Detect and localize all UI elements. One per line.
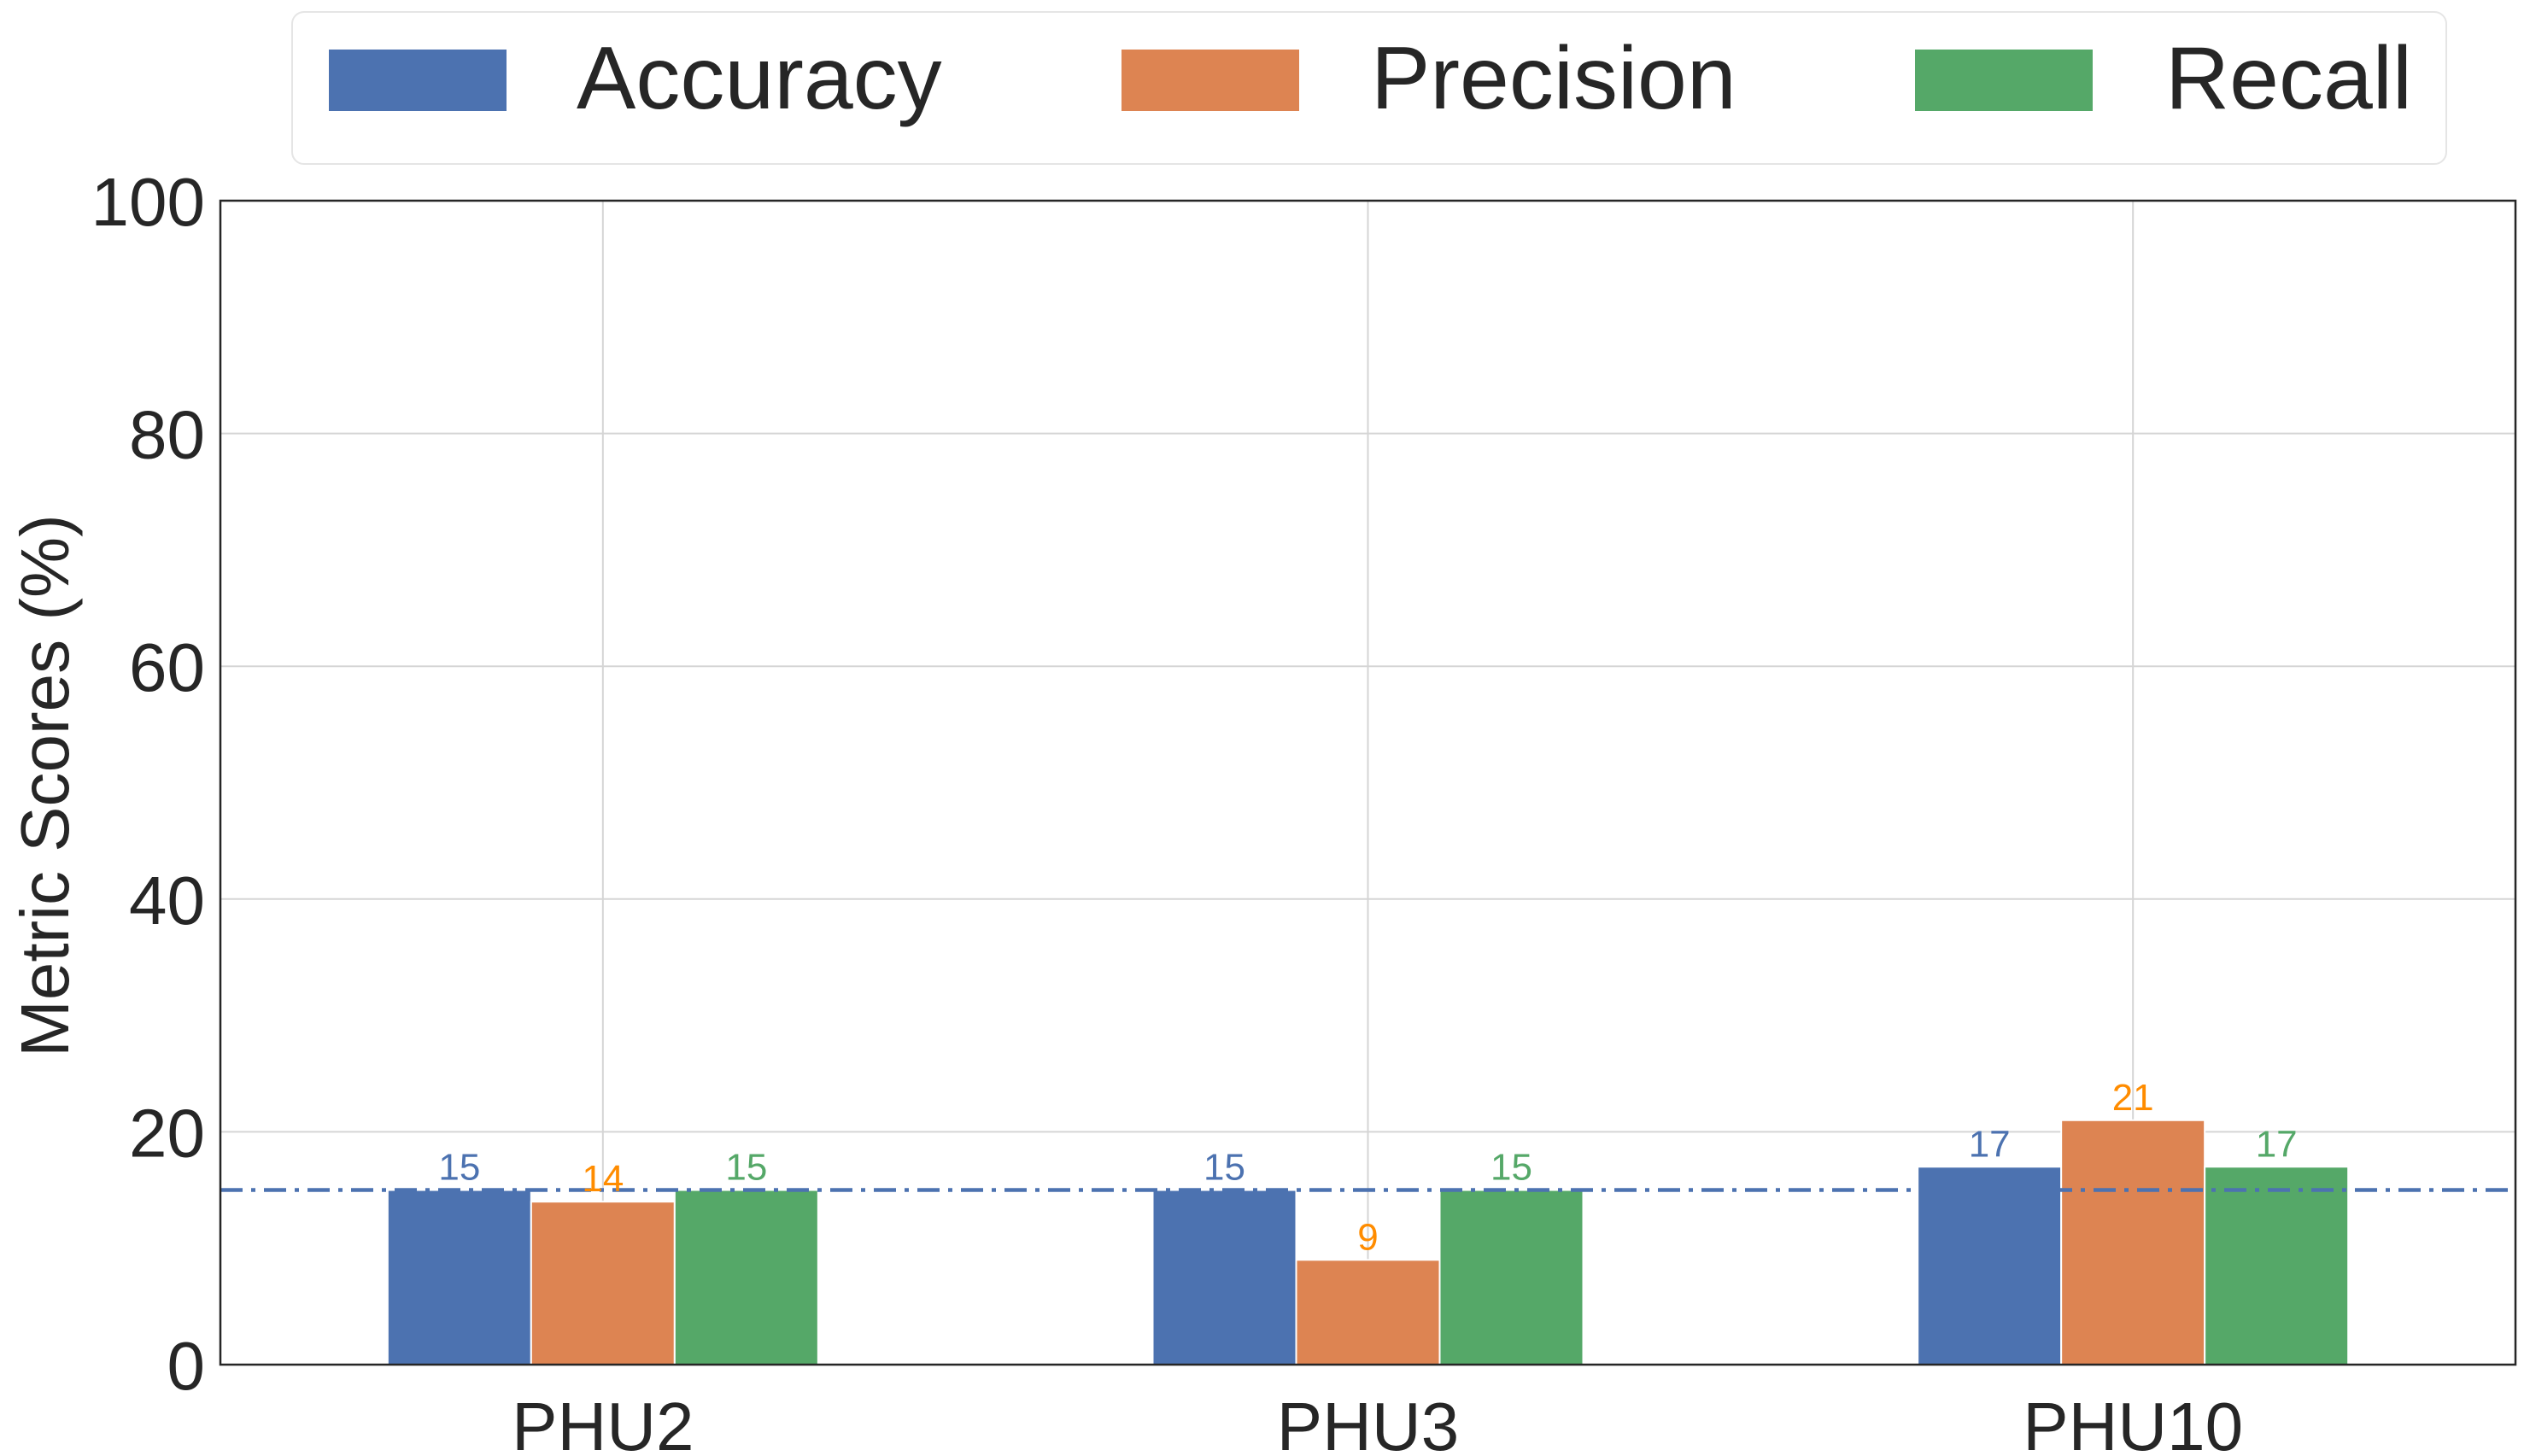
legend: Accuracy Precision Recall <box>291 11 2447 165</box>
y-tick-label: 100 <box>91 164 205 240</box>
bar-precision-phu2 <box>530 1201 676 1366</box>
bar-value-label: 15 <box>438 1147 480 1189</box>
y-tick-label: 80 <box>129 397 205 473</box>
bar-value-label: 15 <box>725 1147 767 1189</box>
legend-swatch-precision <box>1122 50 1299 111</box>
x-tick-label: PHU2 <box>512 1389 694 1456</box>
bar-accuracy-phu2 <box>386 1189 532 1366</box>
bar-recall-phu3 <box>1438 1189 1584 1366</box>
y-tick-label: 40 <box>129 862 205 939</box>
bar-recall-phu2 <box>673 1189 819 1366</box>
bar-value-label: 21 <box>2112 1077 2154 1119</box>
legend-label-recall: Recall <box>2165 29 2412 128</box>
x-tick-label: PHU3 <box>1277 1389 1459 1456</box>
bar-value-label: 15 <box>1204 1147 1245 1189</box>
x-axis-ticks: PHU2 PHU3 PHU10 <box>512 1389 2243 1456</box>
y-axis-label: Metric Scores (%) <box>7 514 83 1057</box>
legend-swatch-accuracy <box>329 50 507 111</box>
x-tick-label: PHU10 <box>2023 1389 2243 1456</box>
y-tick-label: 20 <box>129 1095 205 1171</box>
legend-label-accuracy: Accuracy <box>577 29 942 128</box>
legend-swatch-recall <box>1915 50 2093 111</box>
y-tick-label: 60 <box>129 629 205 705</box>
bar-labels: 15 14 15 15 9 15 17 21 17 <box>438 1077 2297 1259</box>
legend-label-precision: Precision <box>1371 29 1736 128</box>
legend-frame <box>291 11 2447 165</box>
bar-precision-phu3 <box>1295 1259 1441 1365</box>
y-axis-ticks: 0 20 40 60 80 100 <box>91 164 205 1404</box>
bar-value-label: 17 <box>1969 1123 2011 1165</box>
bar-accuracy-phu3 <box>1151 1189 1297 1366</box>
legend-items: Accuracy Precision Recall <box>329 29 2412 128</box>
bar-value-label: 9 <box>1357 1216 1378 1258</box>
y-tick-label: 0 <box>167 1328 206 1404</box>
bar-recall-phu10 <box>2204 1166 2350 1366</box>
bar-accuracy-phu10 <box>1917 1166 2063 1366</box>
bar-value-label: 15 <box>1490 1147 1532 1189</box>
bar-precision-phu10 <box>2060 1119 2206 1366</box>
bar-value-label: 17 <box>2256 1123 2298 1165</box>
bars <box>386 1119 2350 1366</box>
plot-frame <box>219 199 2517 1366</box>
bar-value-label: 14 <box>582 1158 624 1200</box>
